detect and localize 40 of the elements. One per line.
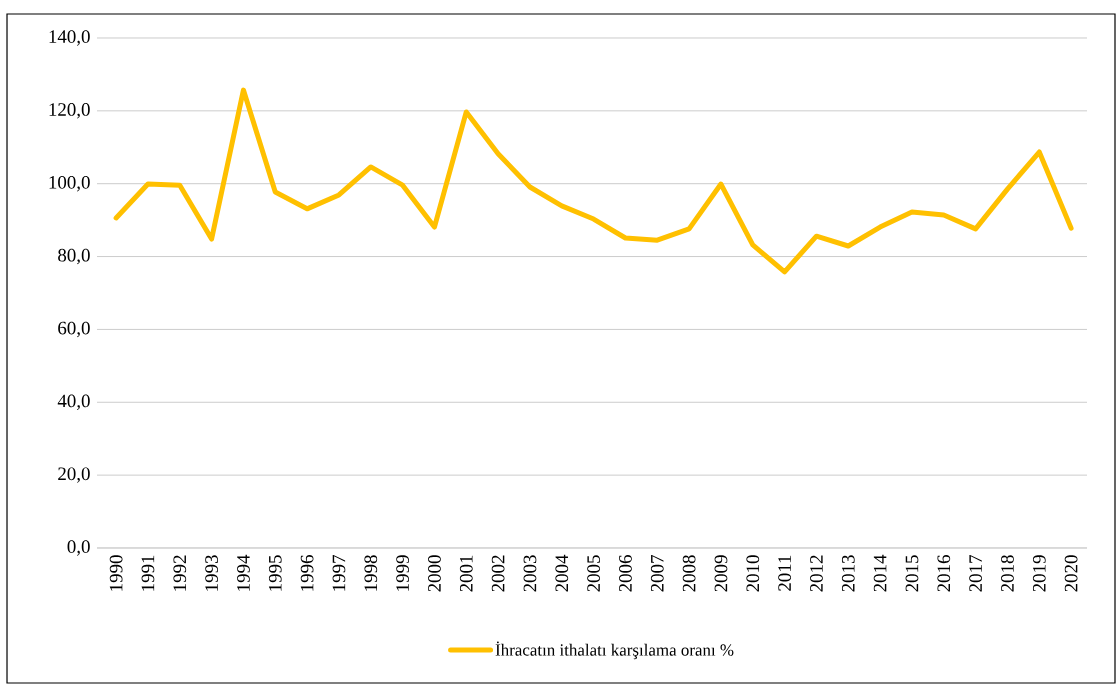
x-tick-label: 1998 [364,555,378,591]
x-tick-label: 1994 [237,554,250,591]
y-tick-label: 80,0 [58,248,90,265]
x-tick-label: 1991 [141,555,155,591]
x-tick-label: 1995 [268,555,282,591]
y-tick-label: 0,0 [67,540,90,556]
x-tick-label: 2015 [905,555,919,592]
y-tick-label: 60,0 [58,321,90,338]
x-tick-label: 1992 [173,555,187,591]
y-tick-label: 20,0 [58,467,90,483]
x-tick-label: 1993 [205,555,218,591]
x-tick-label: 1997 [332,555,346,591]
x-tick-label: 1999 [396,555,409,591]
y-tick-label: 140,0 [49,30,90,46]
x-tick-label: 2004 [555,554,569,592]
x-tick-label: 2002 [491,555,505,592]
x-tick-label: 2006 [619,555,632,592]
x-tick-label: 2003 [523,555,537,592]
x-tick-label: 2019 [1032,555,1046,592]
x-tick-label: 2010 [746,555,760,592]
x-tick-label: 2001 [459,555,473,592]
x-tick-label: 1990 [109,555,123,591]
y-tick-label: 100,0 [49,175,90,192]
x-tick-label: 2012 [810,555,823,592]
x-tick-label: 2014 [873,554,887,592]
x-tick-label: 2009 [714,555,728,592]
x-tick-label: 2016 [937,555,951,592]
x-tick-label: 2017 [969,555,982,592]
x-tick-label: 2020 [1064,555,1078,592]
x-tick-label: 2011 [778,555,791,591]
x-tick-label: 2008 [682,555,696,592]
x-tick-label: 2000 [428,555,441,592]
x-tick-label: 2005 [587,555,600,592]
x-tick-label: 2013 [841,555,855,592]
x-tick-label: 2018 [1001,555,1014,592]
legend-label: İhracatın ithalatı karşılama oranı % [495,641,734,660]
x-tick-label: 2007 [650,555,664,592]
y-tick-label: 120,0 [49,103,90,119]
x-tick-label: 1996 [300,555,314,591]
y-tick-label: 40,0 [57,394,90,411]
